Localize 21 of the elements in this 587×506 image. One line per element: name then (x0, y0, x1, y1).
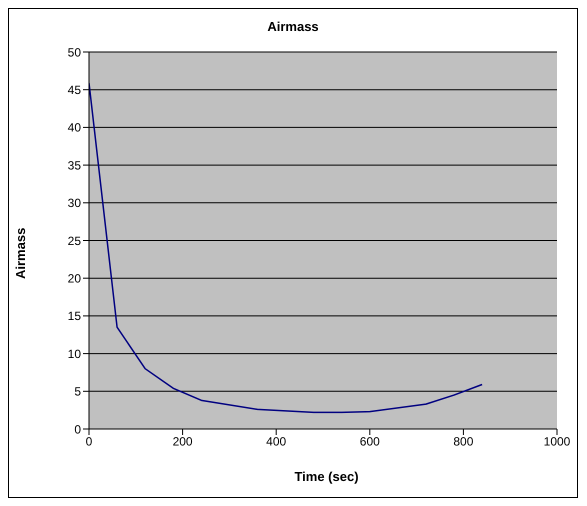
x-tick-label: 800 (453, 434, 474, 449)
y-axis-title: Airmass (13, 228, 28, 279)
x-tick-label: 200 (172, 434, 193, 449)
y-tick-label: 5 (74, 384, 82, 399)
x-tick-label: 600 (360, 434, 380, 449)
y-tick-label: 35 (68, 158, 82, 172)
x-axis-title: Time (sec) (293, 469, 360, 484)
y-tick-label: 20 (68, 271, 82, 286)
x-tick-label: 0 (86, 434, 93, 449)
line-series (89, 82, 483, 414)
y-tick-label: 45 (68, 82, 82, 97)
x-tick-label: 1000 (544, 434, 571, 449)
x-tick-label: 400 (266, 434, 287, 449)
y-tick-label: 15 (68, 309, 82, 324)
chart-title: Airmass (266, 19, 320, 34)
y-tick-label: 25 (68, 234, 82, 248)
y-tick-label: 10 (68, 346, 82, 361)
y-tick-label: 50 (68, 45, 82, 60)
y-tick-label: 0 (74, 422, 82, 436)
y-tick-label: 40 (68, 120, 82, 135)
y-tick-label: 30 (68, 196, 82, 210)
